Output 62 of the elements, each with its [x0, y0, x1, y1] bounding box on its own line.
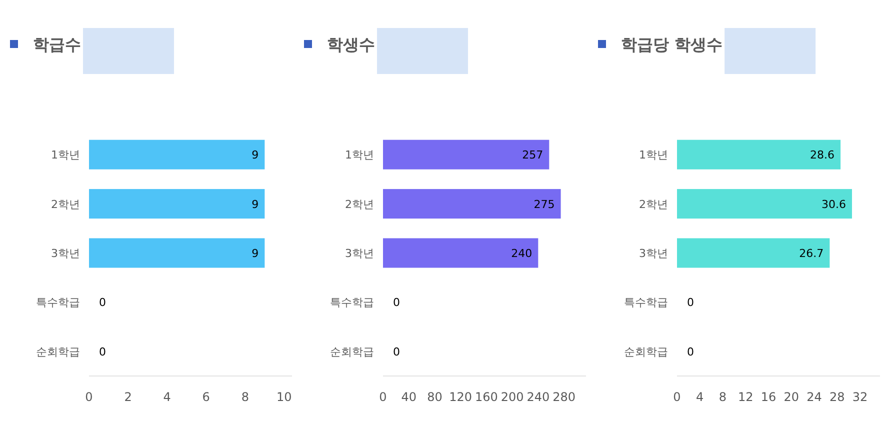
- x-tick-label: 0: [379, 390, 387, 404]
- data-label: 0: [687, 345, 694, 358]
- data-label: 28.6: [810, 148, 835, 162]
- data-label: 0: [99, 296, 106, 310]
- x-tick-label: 0: [673, 390, 681, 404]
- bar: [677, 140, 841, 170]
- data-label: 30.6: [821, 198, 846, 211]
- data-label: 9: [252, 198, 259, 211]
- bar: [383, 238, 538, 268]
- data-label: 0: [687, 296, 694, 310]
- y-tick-label: 2학년: [51, 198, 80, 211]
- x-tick-label: 4: [696, 390, 704, 404]
- y-tick-label: 특수학급: [624, 296, 668, 310]
- y-tick-label: 특수학급: [330, 296, 374, 310]
- bar: [677, 189, 852, 219]
- y-tick-label: 1학년: [345, 148, 374, 162]
- bar: [677, 238, 830, 268]
- x-tick-label: 2: [124, 390, 132, 404]
- y-tick-label: 순회학급: [624, 345, 668, 358]
- x-tick-label: 6: [202, 390, 210, 404]
- x-tick-label: 40: [401, 390, 416, 404]
- x-tick-label: 0: [85, 390, 93, 404]
- bar: [383, 189, 561, 219]
- x-tick-label: 28: [829, 390, 845, 404]
- chart-title: 학급수: [33, 35, 81, 54]
- chart-title: 학급당 학생수: [621, 35, 723, 54]
- x-tick-label: 8: [241, 390, 249, 404]
- x-tick-label: 160: [474, 390, 498, 404]
- data-label: 257: [522, 148, 544, 162]
- x-tick-label: 80: [427, 390, 442, 404]
- y-tick-label: 2학년: [639, 198, 668, 211]
- y-tick-label: 3학년: [345, 247, 374, 260]
- data-label: 240: [511, 247, 532, 260]
- x-tick-label: 280: [552, 390, 576, 404]
- x-tick-label: 120: [449, 390, 472, 404]
- x-tick-label: 24: [806, 390, 822, 404]
- data-label: 0: [393, 296, 400, 310]
- chart-title: 학생수: [327, 35, 375, 54]
- x-tick-label: 240: [526, 390, 550, 404]
- y-tick-label: 1학년: [51, 148, 80, 162]
- data-label: 0: [99, 345, 106, 358]
- x-tick-label: 200: [500, 390, 524, 404]
- y-tick-label: 순회학급: [330, 345, 374, 358]
- x-tick-label: 12: [738, 390, 754, 404]
- data-label: 26.7: [799, 247, 824, 260]
- x-tick-label: 16: [760, 390, 776, 404]
- x-tick-label: 4: [163, 390, 171, 404]
- x-tick-label: 20: [784, 390, 800, 404]
- y-tick-label: 순회학급: [36, 345, 80, 358]
- y-tick-label: 3학년: [639, 247, 668, 260]
- x-tick-label: 32: [852, 390, 868, 404]
- bar: [383, 140, 550, 170]
- data-label: 9: [252, 247, 259, 260]
- y-tick-label: 1학년: [639, 148, 668, 162]
- y-tick-label: 2학년: [345, 198, 374, 211]
- data-label: 9: [252, 148, 259, 162]
- y-tick-label: 특수학급: [36, 296, 80, 310]
- x-tick-label: 10: [276, 390, 292, 404]
- y-tick-label: 3학년: [51, 247, 80, 260]
- data-label: 0: [393, 345, 400, 358]
- x-tick-label: 8: [718, 390, 727, 404]
- data-label: 275: [534, 198, 555, 211]
